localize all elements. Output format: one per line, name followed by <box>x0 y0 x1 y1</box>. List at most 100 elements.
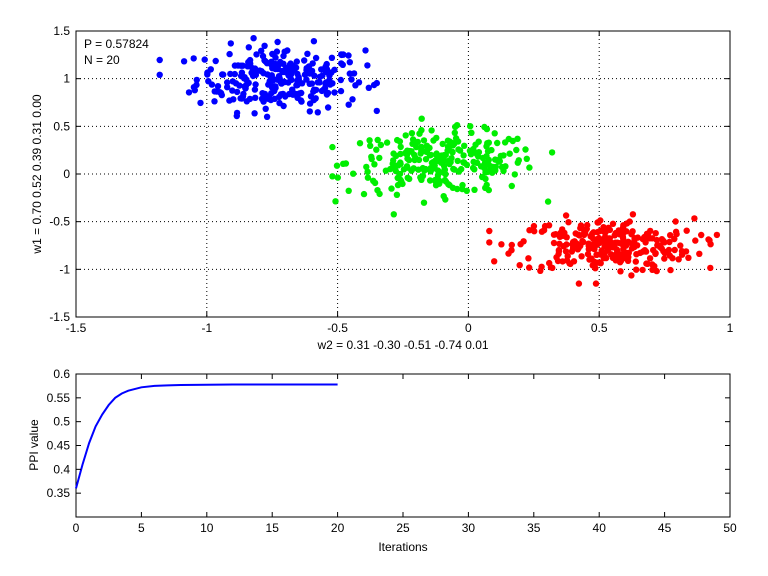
scatter-point <box>405 156 413 164</box>
scatter-point <box>498 241 505 248</box>
scatter-point <box>345 101 352 108</box>
scatter-point <box>418 176 425 183</box>
scatter-point <box>500 152 507 159</box>
scatter-point <box>523 155 530 162</box>
scatter-point <box>306 108 313 115</box>
scatter-point <box>201 56 208 63</box>
scatter-point <box>639 266 646 274</box>
scatter-point <box>338 60 345 67</box>
scatter-point <box>180 58 188 65</box>
scatter-point <box>298 89 305 97</box>
scatter-point <box>388 185 395 192</box>
scatter-ticks: -1.5 -1 -0.5 0 0.5 1 -1.5 -1 -0.5 0 0.5 1 1.5 <box>49 24 733 335</box>
scatter-point <box>438 152 446 159</box>
scatter-point <box>294 81 301 89</box>
scatter-point <box>626 218 633 225</box>
scatter-point <box>484 140 491 147</box>
scatter-point <box>376 154 383 162</box>
scatter-point <box>362 47 369 54</box>
scatter-point <box>277 91 285 98</box>
scatter-point <box>390 150 397 157</box>
x-tick-label: -1.5 <box>66 321 87 335</box>
scatter-point <box>467 148 474 155</box>
scatter-point <box>515 157 522 164</box>
scatter-point <box>324 89 332 97</box>
scatter-point <box>246 95 254 103</box>
x-tick-label: 35 <box>527 521 541 535</box>
scatter-point <box>252 81 259 88</box>
scatter-point <box>489 169 496 176</box>
y-tick-label: 0 <box>63 167 70 181</box>
scatter-point <box>572 243 579 250</box>
scatter-point <box>531 228 538 235</box>
scatter-point <box>461 142 468 149</box>
scatter-point <box>692 237 699 244</box>
scatter-point <box>251 110 258 117</box>
ppi-xlabel: Iterations <box>378 540 427 554</box>
scatter-point <box>565 219 572 226</box>
scatter-point <box>619 241 626 248</box>
x-tick-label: 45 <box>658 521 672 535</box>
scatter-point <box>309 60 316 67</box>
x-tick-label: 0 <box>465 321 472 335</box>
scatter-point <box>156 56 163 64</box>
scatter-point <box>245 44 252 51</box>
scatter-point <box>236 82 243 89</box>
scatter-point <box>548 149 556 156</box>
scatter-point <box>491 258 498 265</box>
scatter-point <box>609 220 617 227</box>
scatter-point <box>672 228 680 235</box>
scatter-point <box>420 199 428 206</box>
scatter-point <box>706 237 713 244</box>
x-tick-label: 5 <box>138 521 145 535</box>
scatter-point <box>562 212 570 219</box>
scatter-point <box>494 139 501 147</box>
scatter-point <box>617 268 624 275</box>
scatter-point <box>445 181 452 188</box>
scatter-point <box>260 98 267 105</box>
scatter-point <box>479 154 487 162</box>
scatter-point <box>675 256 682 263</box>
scatter-point <box>258 47 265 54</box>
scatter-point <box>310 38 318 45</box>
scatter-point <box>408 130 416 137</box>
scatter-point <box>349 96 356 103</box>
scatter-point <box>707 264 714 272</box>
y-tick-label: -1 <box>59 262 70 276</box>
scatter-point <box>691 215 698 222</box>
x-tick-label: 15 <box>266 521 280 535</box>
scatter-point <box>191 87 198 94</box>
scatter-point <box>451 129 458 136</box>
scatter-point <box>397 150 404 158</box>
scatter-point <box>340 160 347 167</box>
ppi-line-plot: 0 5 10 15 20 25 30 35 40 45 50 0.35 0.4 0.45 0.5 0.55 0.… <box>27 367 737 554</box>
scatter-point <box>301 57 308 64</box>
scatter-point <box>422 148 429 155</box>
scatter-point <box>337 87 345 95</box>
scatter-point <box>249 72 257 80</box>
scatter-point <box>459 185 466 193</box>
scatter-point <box>227 70 234 78</box>
x-tick-label: -0.5 <box>327 321 348 335</box>
y-tick-label: -1.5 <box>49 310 70 324</box>
scatter-point <box>483 125 491 133</box>
scatter-point <box>328 69 335 76</box>
scatter-point <box>505 250 512 257</box>
scatter-point <box>473 149 480 157</box>
scatter-point <box>463 161 471 169</box>
scatter-point <box>487 164 494 172</box>
scatter-point <box>559 258 566 265</box>
scatter-ylabel: w1 = 0.70 0.52 0.39 0.31 0.00 <box>30 94 44 254</box>
scatter-point <box>205 78 212 85</box>
scatter-point <box>280 60 287 67</box>
scatter-point <box>420 137 428 144</box>
scatter-point <box>511 171 518 178</box>
scatter-point <box>584 250 592 258</box>
scatter-point <box>550 231 558 238</box>
scatter-point <box>652 230 659 237</box>
scatter-point <box>284 47 291 54</box>
scatter-point <box>571 238 578 245</box>
scatter-point <box>591 245 598 253</box>
scatter-point <box>293 58 300 65</box>
